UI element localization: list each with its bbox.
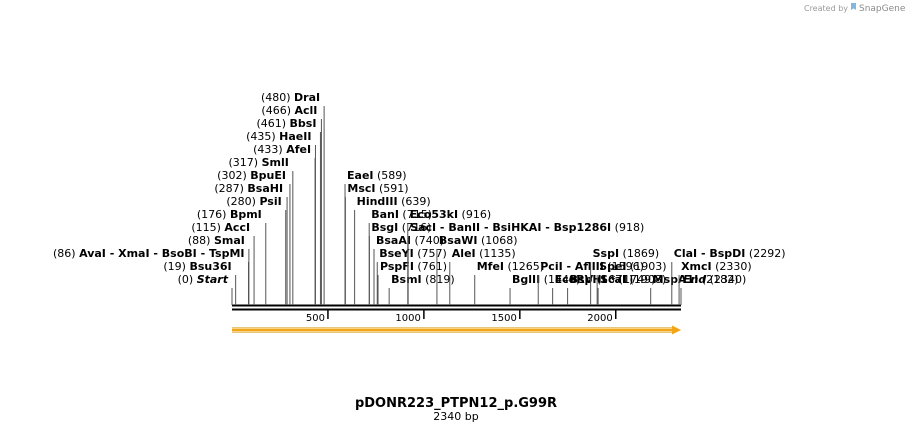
- site-label: MscI (591): [347, 182, 408, 195]
- site-label: (433) AfeI: [253, 143, 311, 156]
- site-label: BsaWI (1068): [439, 234, 518, 247]
- site-label: BsgI (716): [371, 221, 431, 234]
- site-smli: (317) SmlI: [228, 156, 294, 305]
- site-label: (466) AclI: [261, 104, 317, 117]
- site-label: BsaAI (740): [376, 234, 444, 247]
- site-label: SpeI (1903): [599, 260, 666, 273]
- site-clai: ClaI - BspDI (2292): [671, 247, 786, 305]
- site-xmci: XmcI (2330): [678, 260, 752, 305]
- site-pspfi: PspFI (761): [377, 260, 447, 305]
- site-hindiii: HindIII (639): [354, 195, 431, 305]
- site-haeii: (435) HaeII: [246, 130, 316, 305]
- site-bpuei: (302) BpuEI: [217, 169, 291, 305]
- site-eco53ki: Eco53kI (916): [407, 208, 491, 305]
- axis-tick-label: 1000: [395, 313, 420, 324]
- site-acli: (466) AclI: [261, 104, 322, 305]
- site-bsmi: BsmI (819): [388, 273, 455, 305]
- site-smai: (88) SmaI: [188, 234, 250, 305]
- site-label: (88) SmaI: [188, 234, 245, 247]
- site-bsahi: (287) BsaHI: [214, 182, 288, 305]
- site-bsawi: BsaWI (1068): [436, 234, 518, 305]
- site-drai: (480) DraI: [261, 91, 325, 305]
- snapgene-logo-icon: [851, 3, 856, 10]
- site-label: PciI - AflIII (1596): [540, 260, 644, 273]
- axis-tick-label: 2000: [587, 313, 612, 324]
- site-label: MfeI (1265): [477, 260, 544, 273]
- site-label: (287) BsaHI: [214, 182, 283, 195]
- site-label: (435) HaeII: [246, 130, 311, 143]
- site-saci: SacI - BanII - BsiHKAI - Bsp1286I (918): [407, 221, 644, 305]
- axis-tick-label: 1500: [491, 313, 516, 324]
- site-end: End (2340): [680, 273, 746, 305]
- axis-ticks: 500 1000 1500 2000: [306, 310, 617, 324]
- site-label: (302) BpuEI: [217, 169, 286, 182]
- site-psii: (280) PsiI: [226, 195, 287, 305]
- site-label: (317) SmlI: [228, 156, 288, 169]
- site-label: BsmI (819): [391, 273, 455, 286]
- map-length: 2340 bp: [433, 410, 478, 423]
- credit-brand: SnapGene: [859, 4, 906, 14]
- site-label: BseYI (757): [379, 247, 447, 260]
- feature-arrow-head: [672, 325, 681, 335]
- site-label: BanI (715): [371, 208, 432, 221]
- site-ecorv: EcoRV (1671): [552, 273, 634, 305]
- site-label: XmcI (2330): [681, 260, 752, 273]
- site-alei: AleI (1135): [449, 247, 516, 305]
- site-label: BspHI * (1749): [570, 273, 656, 286]
- site-label: PspFI (761): [380, 260, 447, 273]
- site-label: HindIII (639): [357, 195, 431, 208]
- site-label: (280) PsiI: [226, 195, 281, 208]
- site-spei: SpeI (1903): [596, 260, 667, 305]
- site-bglii: BglII (1449): [509, 273, 580, 305]
- credit-prefix: Created by: [804, 4, 848, 13]
- site-pcii: PciI - AflIII (1596): [537, 260, 644, 305]
- map-title: pDONR223_PTPN12_p.G99R: [355, 396, 557, 411]
- site-label: MspA1I (2182): [653, 273, 739, 286]
- site-bseyi: BseYI (757): [376, 247, 447, 305]
- axis-tick-label: 500: [306, 313, 325, 324]
- site-label: (176) BpmI: [197, 208, 262, 221]
- site-mfei: MfeI (1265): [474, 260, 544, 305]
- site-label: (0) Start: [178, 273, 229, 286]
- site-bsu36i: (19) Bsu36I: [163, 260, 237, 305]
- site-label: (19) Bsu36I: [163, 260, 231, 273]
- site-label: (115) AccI: [191, 221, 250, 234]
- site-label: (461) BbsI: [256, 117, 316, 130]
- site-acci: (115) AccI: [191, 221, 255, 305]
- site-bbsi: (461) BbsI: [256, 117, 321, 305]
- site-label: (86) AvaI - XmaI - BsoBI - TspMI: [53, 247, 245, 260]
- site-bsphi: BspHI * (1749): [567, 273, 656, 305]
- site-mspa1i: MspA1I (2182): [650, 273, 739, 305]
- feature-bar: [232, 328, 672, 332]
- site-label: (480) DraI: [261, 91, 320, 104]
- site-bsgi: BsgI (716): [368, 221, 431, 305]
- site-label: End (2340): [683, 273, 746, 286]
- site-label: ScaI (1908): [600, 273, 666, 286]
- site-bpmi: (176) BpmI: [197, 208, 267, 305]
- site-msci: MscI (591): [344, 182, 409, 305]
- site-bsaai: BsaAI (740): [373, 234, 444, 305]
- site-label: SspI (1869): [593, 247, 660, 260]
- site-sspi: SspI (1869): [590, 247, 660, 305]
- restriction-sites: (0) Start(19) Bsu36I(86) AvaI - XmaI - B…: [53, 91, 785, 305]
- site-label: Eco53kI (916): [410, 208, 491, 221]
- site-label: ClaI - BspDI (2292): [674, 247, 786, 260]
- site-scai: ScaI (1908): [597, 273, 666, 305]
- site-label: EaeI (589): [347, 169, 407, 182]
- feature-arrow: [232, 325, 681, 335]
- site-label: EcoRV (1671): [555, 273, 634, 286]
- site-label: BglII (1449): [512, 273, 580, 286]
- site-label: SacI - BanII - BsiHKAI - Bsp1286I (918): [410, 221, 644, 234]
- site-label: AleI (1135): [452, 247, 516, 260]
- site-start: (0) Start: [178, 273, 233, 305]
